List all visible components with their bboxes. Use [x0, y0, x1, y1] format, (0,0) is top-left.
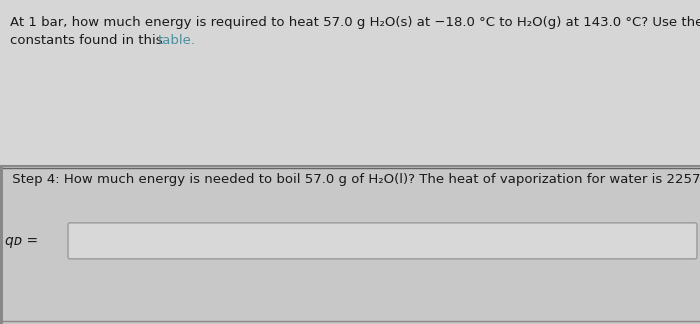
FancyBboxPatch shape: [68, 223, 697, 259]
Bar: [0, 167, 700, 324]
Text: At 1 bar, how much energy is required to heat 57.0 g H₂O(s) at −18.0 °C to H₂O(g: At 1 bar, how much energy is required to…: [10, 16, 700, 29]
Text: qᴅ =: qᴅ =: [5, 234, 38, 248]
Text: table.: table.: [158, 34, 196, 47]
Bar: [0, 0, 700, 167]
Text: Step 4: How much energy is needed to boil 57.0 g of H₂O(l)? The heat of vaporiza: Step 4: How much energy is needed to boi…: [8, 173, 700, 186]
Text: constants found in this: constants found in this: [10, 34, 167, 47]
Bar: [0, 167, 3, 324]
